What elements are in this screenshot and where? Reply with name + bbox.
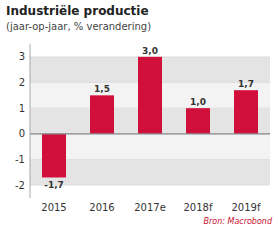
grid-line — [30, 185, 270, 186]
bars — [42, 57, 258, 178]
zero-line — [30, 133, 270, 134]
x-tick-label: 2017e — [134, 202, 166, 213]
source: Bron: Macrobond — [204, 217, 273, 226]
y-tick-label: -1 — [15, 154, 25, 165]
title: Industriële productie — [6, 4, 149, 18]
data-label: 1,0 — [190, 97, 206, 107]
x-tick-label: 2016 — [89, 202, 114, 213]
bar — [138, 57, 162, 134]
data-label: -1,7 — [44, 180, 64, 190]
grid — [30, 57, 270, 185]
x-tick-label: 2018f — [184, 202, 213, 213]
x-tick-label: 2019f — [232, 202, 261, 213]
y-tick-label: 1 — [19, 103, 25, 114]
y-tick-label: 0 — [19, 128, 25, 139]
x-tick-label: 2015 — [41, 202, 66, 213]
bar — [90, 95, 114, 134]
bar — [42, 134, 66, 178]
chart-container: Industriële productie (jaar-op-jaar, % ve… — [0, 0, 278, 229]
y-axis-line — [30, 44, 31, 198]
bar — [234, 90, 258, 134]
y-tick-label: 3 — [19, 51, 25, 62]
data-label: 3,0 — [142, 46, 158, 56]
y-tick-label: 2 — [19, 77, 25, 88]
chart: Industriële productie (jaar-op-jaar, % ve… — [0, 0, 278, 229]
y-tick-label: -2 — [15, 180, 25, 191]
data-label: 1,5 — [94, 84, 110, 94]
bar — [186, 108, 210, 134]
data-label: 1,7 — [238, 79, 254, 89]
subtitle: (jaar-op-jaar, % verandering) — [6, 21, 151, 32]
grid-line — [30, 133, 270, 134]
